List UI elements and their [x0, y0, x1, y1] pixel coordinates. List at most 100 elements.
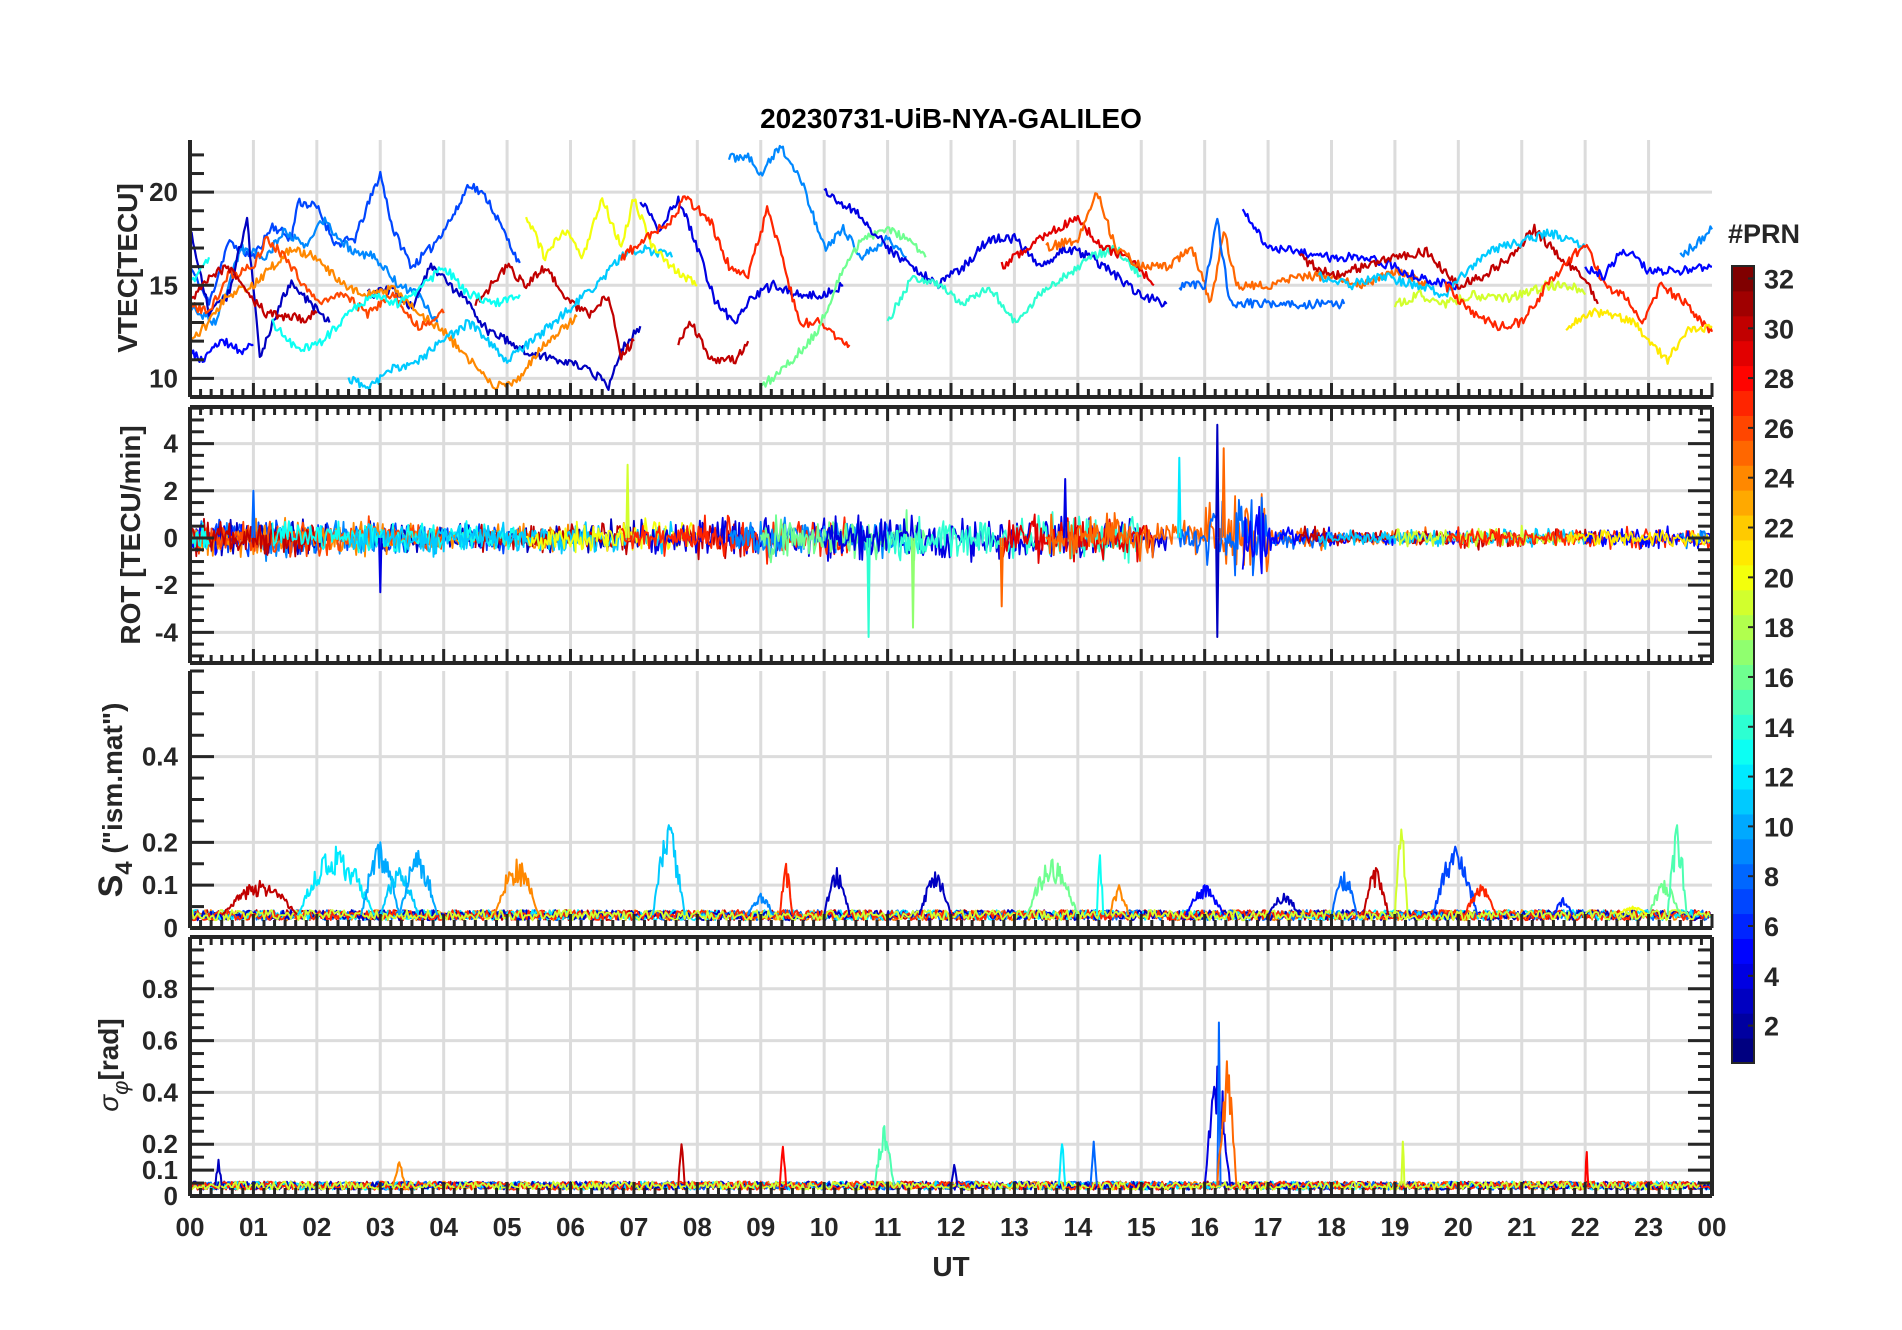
colorbar-segment [1732, 838, 1754, 865]
sigma-panel: 00.10.2 0.4 0.6 0.8 [142, 935, 1714, 1211]
s4-y-axis-label: S4 ("ism.mat") [92, 703, 138, 898]
colorbar-segment [1732, 789, 1754, 815]
rot-track-prn-21 [1565, 529, 1713, 548]
rot-spike [378, 537, 383, 594]
x-tick-label: 23 [1634, 1212, 1663, 1242]
colorbar-tick-label: 24 [1764, 464, 1794, 494]
colorbar-segment [1732, 938, 1754, 964]
x-tick-label: 20 [1444, 1212, 1473, 1242]
colorbar-segment [1732, 813, 1754, 840]
colorbar-tick-label: 16 [1764, 663, 1794, 693]
rot-track-prn-30 [189, 517, 317, 558]
y-tick-label: 20 [149, 177, 178, 207]
rot-y-axis-label: ROT [TECU/min] [115, 425, 146, 644]
colorbar-segment [1732, 888, 1754, 915]
colorbar-tick-label: 12 [1764, 763, 1794, 793]
colorbar-tick-label: 8 [1764, 862, 1779, 892]
y-tick-label: 0 [164, 1181, 178, 1211]
colorbar-segment [1732, 739, 1754, 765]
x-tick-label: 14 [1063, 1212, 1092, 1242]
y-tick-label: 0 [164, 913, 178, 943]
sigma-burst-prn-3 [950, 1163, 959, 1186]
sigma-burst-prn-25 [1216, 1060, 1238, 1186]
sigma-burst-prn-4 [1203, 1065, 1231, 1186]
y-tick-label: 0.2 [142, 827, 178, 857]
rot-spike [866, 537, 871, 638]
x-tick-label: 05 [493, 1212, 522, 1242]
rot-track-prn-20 [525, 517, 698, 554]
colorbar-segment [1732, 564, 1754, 591]
rot-panel: -4 -2 0 2 4 [155, 405, 1714, 665]
x-tick-label: 04 [429, 1212, 458, 1242]
x-tick-label: 15 [1127, 1212, 1156, 1242]
sigma-label-main: σ [93, 1094, 124, 1112]
vtec-track-prn-27 [620, 195, 851, 349]
rot-spike [625, 463, 630, 538]
s4-burst-prn-10 [398, 849, 439, 916]
y-tick-label: 15 [149, 270, 178, 300]
vtec-track-prn-24 [188, 246, 578, 391]
s4-burst-prn-16 [1647, 879, 1682, 916]
colorbar-tick-label: 6 [1764, 912, 1779, 942]
x-tick-label: 11 [874, 1212, 902, 1242]
colorbar-frame [1731, 265, 1755, 1064]
vtec-track-prn-3 [366, 262, 642, 391]
vtec-y-axis-label: VTEC[TECU] [112, 183, 143, 353]
x-axis-label: UT [932, 1251, 969, 1282]
vtec-track-prn-5 [1241, 208, 1459, 291]
s4-burst-prn-3 [1267, 892, 1301, 916]
y-tick-label: 4 [164, 429, 179, 459]
s4-burst-prn-5 [1184, 884, 1225, 916]
colorbar-segment [1732, 415, 1754, 441]
vtec-track-prn-30 [474, 262, 635, 361]
colorbar-segment [1732, 639, 1754, 665]
x-tick-label: 13 [1000, 1212, 1029, 1242]
vtec-track-prn-11 [347, 244, 674, 391]
x-tick-label: 09 [746, 1212, 775, 1242]
colorbar-segment [1732, 365, 1754, 392]
colorbar-tick-label: 22 [1764, 514, 1794, 544]
colorbar-segment [1732, 664, 1754, 690]
sigma-burst-prn-8 [1216, 1021, 1222, 1186]
s4-label-rest: ("ism.mat") [97, 703, 128, 862]
vtec-track-prn-8 [1178, 217, 1346, 310]
vtec-axes: 10 15 20 [149, 140, 1714, 399]
rot-spike [1177, 456, 1182, 538]
s4-burst-prn-27 [1463, 884, 1498, 916]
panels: 101520-4-202400.10.20.400.10.20.40.60.80… [142, 140, 1727, 1242]
x-tick-label: 01 [239, 1212, 268, 1242]
s4-burst-prn-6 [1552, 897, 1574, 916]
sigma-axes: 00.10.2 0.4 0.6 0.8 [142, 935, 1714, 1211]
colorbar-segment [1732, 1013, 1754, 1039]
sigma-burst-prn-12 [1057, 1143, 1067, 1186]
sigma-burst-prn-24 [391, 1161, 407, 1186]
s4-burst-prn-3 [918, 871, 952, 916]
vtec-track-prn-20 [525, 197, 698, 287]
y-tick-label: 0.1 [142, 1155, 178, 1185]
colorbar-tick-label: 4 [1764, 962, 1779, 992]
s4-burst-prn-20 [1616, 905, 1650, 916]
s4-burst-prn-27 [778, 862, 794, 916]
x-tick-label: 03 [366, 1212, 395, 1242]
x-tick-label: 06 [556, 1212, 585, 1242]
vtec-track-prn-9 [727, 144, 907, 261]
s4-burst-prn-16 [1026, 858, 1079, 916]
y-tick-label: 0.2 [142, 1129, 178, 1159]
vtec-track-prn-21 [1565, 307, 1713, 365]
colorbar-tick-label: 18 [1764, 613, 1794, 643]
s4-burst-prn-11 [379, 867, 420, 916]
sigma-burst-prn-8 [1089, 1140, 1098, 1186]
s4-burst-prn-24 [493, 858, 540, 916]
rot-track-prn-13 [189, 522, 210, 549]
y-tick-label: 0.8 [142, 974, 178, 1004]
colorbar-segment [1732, 465, 1754, 491]
colorbar-segment [1732, 340, 1754, 367]
colorbar-segment [1732, 390, 1754, 416]
s4-panel: 0 0.1 0.2 0.4 [142, 669, 1714, 943]
colorbar-tick-label: 14 [1764, 713, 1794, 743]
colorbar-tick-label: 10 [1764, 812, 1794, 842]
s4-burst-prn-11 [651, 824, 686, 916]
x-tick-label: 00 [1698, 1212, 1727, 1242]
x-tick-label: 00 [176, 1212, 205, 1242]
